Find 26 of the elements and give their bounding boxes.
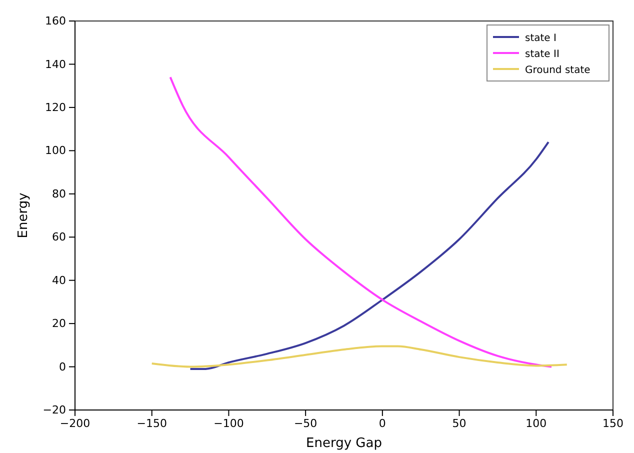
y-tick-label: 40 xyxy=(52,274,66,287)
y-tick-label: 80 xyxy=(52,187,66,200)
line-series xyxy=(169,76,553,368)
legend-label: state II xyxy=(525,49,560,60)
y-tick-label: 60 xyxy=(52,230,66,244)
y-tick-label: 140 xyxy=(45,58,66,71)
line-series xyxy=(189,141,550,370)
x-tick-label: 0 xyxy=(378,416,386,430)
line-series xyxy=(150,345,568,368)
y-tick-label: 160 xyxy=(45,14,66,28)
y-tick-label: 120 xyxy=(45,100,66,114)
x-tick-label: 150 xyxy=(602,416,624,430)
x-tick-label: −50 xyxy=(294,416,318,430)
y-axis-title: Energy xyxy=(16,192,31,238)
y-tick-label: 100 xyxy=(45,144,66,158)
y-tick-label: 0 xyxy=(59,360,66,374)
legend-label: state I xyxy=(525,33,556,44)
x-tick-label: −150 xyxy=(136,416,167,430)
x-tick-label: −200 xyxy=(60,416,90,430)
legend-label: Ground state xyxy=(525,65,590,76)
y-tick-label: −20 xyxy=(42,404,66,417)
x-tick-label: 50 xyxy=(452,416,466,430)
x-tick-label: −100 xyxy=(214,416,244,430)
y-tick-label: 20 xyxy=(52,317,66,330)
x-axis-title: Energy Gap xyxy=(306,436,382,451)
x-tick-label: 100 xyxy=(526,416,547,430)
